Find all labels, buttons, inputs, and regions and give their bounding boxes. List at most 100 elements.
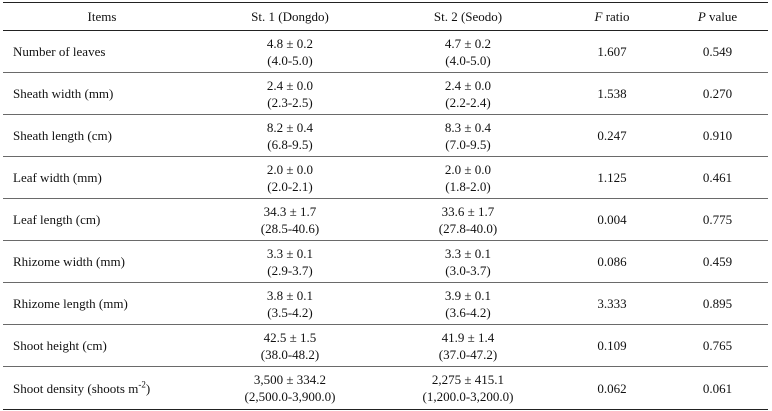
st1-mean: 2.0 ± 0.0 xyxy=(266,161,314,177)
st1-range: (6.8-9.5) xyxy=(267,136,313,152)
st2-cell: 3.3 ± 0.1 (3.0-3.7) xyxy=(379,240,557,283)
row-item-label: Rhizome length (mm) xyxy=(3,282,201,325)
st1-mean: 2.4 ± 0.0 xyxy=(266,77,314,93)
st2-range: (37.0-47.2) xyxy=(438,346,498,362)
st2-mean: 33.6 ± 1.7 xyxy=(441,203,495,219)
st2-range: (3.0-3.7) xyxy=(445,262,491,278)
header-st2: St. 2 (Seodo) xyxy=(379,2,557,31)
st1-mean: 34.3 ± 1.7 xyxy=(263,203,317,219)
p-value-cell: 0.910 xyxy=(667,114,768,157)
st2-range: (1.8-2.0) xyxy=(445,178,491,194)
st2-mean: 41.9 ± 1.4 xyxy=(441,329,495,345)
st1-range: (2.9-3.7) xyxy=(267,262,313,278)
row-item-label: Leaf width (mm) xyxy=(3,156,201,199)
row-item-label: Shoot density (shoots m-2) xyxy=(3,366,201,410)
header-p-rest: value xyxy=(705,8,738,24)
st1-cell: 8.2 ± 0.4 (6.8-9.5) xyxy=(201,114,379,157)
st2-cell: 2,275 ± 415.1 (1,200.0-3,200.0) xyxy=(379,366,557,410)
f-ratio-cell: 0.086 xyxy=(557,240,667,283)
f-ratio-cell: 0.062 xyxy=(557,366,667,410)
table-row: Rhizome width (mm) 3.3 ± 0.1 (2.9-3.7) 3.3 … xyxy=(3,240,768,283)
table-header: Items St. 1 (Dongdo) St. 2 (Seodo) F rat… xyxy=(3,2,768,31)
st1-range: (38.0-48.2) xyxy=(260,346,320,362)
st1-range: (2,500.0-3,900.0) xyxy=(244,389,336,404)
item-tail: ) xyxy=(145,380,151,396)
row-item-label: Sheath width (mm) xyxy=(3,72,201,115)
st2-range: (1,200.0-3,200.0) xyxy=(422,389,514,404)
st2-range: (4.0-5.0) xyxy=(445,52,491,68)
st2-range: (7.0-9.5) xyxy=(445,136,491,152)
st1-cell: 2.0 ± 0.0 (2.0-2.1) xyxy=(201,156,379,199)
header-st1: St. 1 (Dongdo) xyxy=(201,2,379,31)
st2-cell: 3.9 ± 0.1 (3.6-4.2) xyxy=(379,282,557,325)
p-value-cell: 0.270 xyxy=(667,72,768,115)
f-ratio-cell: 1.607 xyxy=(557,30,667,73)
p-value-cell: 0.461 xyxy=(667,156,768,199)
table-row: Leaf width (mm) 2.0 ± 0.0 (2.0-2.1) 2.0 ± 0… xyxy=(3,156,768,199)
st2-cell: 33.6 ± 1.7 (27.8-40.0) xyxy=(379,198,557,241)
item-superscript: -2 xyxy=(138,379,146,390)
table-row: Number of leaves 4.8 ± 0.2 (4.0-5.0) 4.7 ± … xyxy=(3,30,768,73)
row-item-label: Sheath length (cm) xyxy=(3,114,201,157)
table-row: Rhizome length (mm) 3.8 ± 0.1 (3.5-4.2) 3.9… xyxy=(3,282,768,325)
p-value-cell: 0.061 xyxy=(667,366,768,410)
header-p-value: P value xyxy=(667,2,768,31)
table-row: Sheath length (cm) 8.2 ± 0.4 (6.8-9.5) 8.3 … xyxy=(3,114,768,157)
st1-mean: 8.2 ± 0.4 xyxy=(266,119,314,135)
header-items: Items xyxy=(3,2,201,31)
item-text: Sheath width (mm) xyxy=(13,86,114,101)
table-body: Number of leaves 4.8 ± 0.2 (4.0-5.0) 4.7 ± … xyxy=(3,30,768,410)
st1-mean: 4.8 ± 0.2 xyxy=(266,35,314,51)
st2-cell: 2.4 ± 0.0 (2.2-2.4) xyxy=(379,72,557,115)
morphology-table: Items St. 1 (Dongdo) St. 2 (Seodo) F rat… xyxy=(3,2,768,410)
st2-cell: 4.7 ± 0.2 (4.0-5.0) xyxy=(379,30,557,73)
header-row: Items St. 1 (Dongdo) St. 2 (Seodo) F rat… xyxy=(3,2,768,31)
st2-cell: 2.0 ± 0.0 (1.8-2.0) xyxy=(379,156,557,199)
st2-mean: 4.7 ± 0.2 xyxy=(444,35,492,51)
p-value-cell: 0.765 xyxy=(667,324,768,367)
st1-cell: 42.5 ± 1.5 (38.0-48.2) xyxy=(201,324,379,367)
st1-cell: 3.8 ± 0.1 (3.5-4.2) xyxy=(201,282,379,325)
item-text: Shoot height (cm) xyxy=(13,338,107,353)
st1-mean: 3,500 ± 334.2 xyxy=(253,372,327,387)
item-text: Leaf length (cm) xyxy=(13,212,101,227)
st1-range: (28.5-40.6) xyxy=(260,220,320,236)
item-text: Shoot density (shoots m xyxy=(13,380,139,396)
row-item-label: Number of leaves xyxy=(3,30,201,73)
st1-cell: 34.3 ± 1.7 (28.5-40.6) xyxy=(201,198,379,241)
st1-cell: 3,500 ± 334.2 (2,500.0-3,900.0) xyxy=(201,366,379,410)
item-text: Rhizome length (mm) xyxy=(13,296,128,311)
header-f-letter: F xyxy=(594,8,603,24)
st2-range: (27.8-40.0) xyxy=(438,220,498,236)
f-ratio-cell: 0.109 xyxy=(557,324,667,367)
st2-cell: 8.3 ± 0.4 (7.0-9.5) xyxy=(379,114,557,157)
table-row: Shoot height (cm) 42.5 ± 1.5 (38.0-48.2) 41… xyxy=(3,324,768,367)
item-text: Rhizome width (mm) xyxy=(13,254,125,269)
st1-range: (3.5-4.2) xyxy=(267,304,313,320)
table-row: Shoot density (shoots m-2) 3,500 ± 334.2 (… xyxy=(3,366,768,410)
header-f-ratio: F ratio xyxy=(557,2,667,31)
st2-mean: 3.3 ± 0.1 xyxy=(444,245,492,261)
st1-mean: 3.3 ± 0.1 xyxy=(266,245,314,261)
header-f-rest: ratio xyxy=(602,8,630,24)
item-text: Leaf width (mm) xyxy=(13,170,102,185)
f-ratio-cell: 1.538 xyxy=(557,72,667,115)
f-ratio-cell: 0.247 xyxy=(557,114,667,157)
st1-range: (2.0-2.1) xyxy=(267,178,313,194)
header-p-letter: P xyxy=(697,8,706,24)
row-item-label: Leaf length (cm) xyxy=(3,198,201,241)
st2-mean: 3.9 ± 0.1 xyxy=(444,287,492,303)
st2-cell: 41.9 ± 1.4 (37.0-47.2) xyxy=(379,324,557,367)
st2-mean: 2.0 ± 0.0 xyxy=(444,161,492,177)
p-value-cell: 0.775 xyxy=(667,198,768,241)
p-value-cell: 0.459 xyxy=(667,240,768,283)
st1-cell: 3.3 ± 0.1 (2.9-3.7) xyxy=(201,240,379,283)
f-ratio-cell: 1.125 xyxy=(557,156,667,199)
st1-mean: 42.5 ± 1.5 xyxy=(263,329,317,345)
f-ratio-cell: 3.333 xyxy=(557,282,667,325)
st2-mean: 2,275 ± 415.1 xyxy=(431,372,505,387)
st1-range: (2.3-2.5) xyxy=(267,94,313,110)
st1-mean: 3.8 ± 0.1 xyxy=(266,287,314,303)
f-ratio-cell: 0.004 xyxy=(557,198,667,241)
